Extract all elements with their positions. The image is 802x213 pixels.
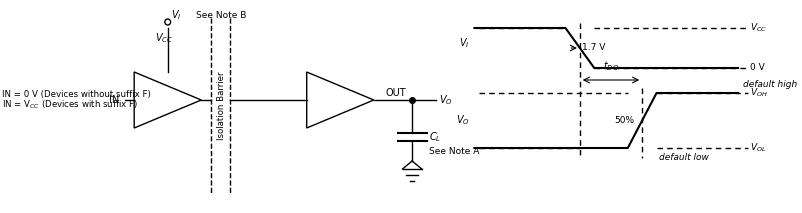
Text: $V_{CC}$: $V_{CC}$: [751, 22, 768, 34]
Text: $V_{OH}$: $V_{OH}$: [751, 87, 768, 99]
Text: IN: IN: [108, 95, 119, 105]
Text: OUT: OUT: [386, 88, 406, 98]
Text: 0 V: 0 V: [751, 63, 765, 72]
Text: See Note B: See Note B: [196, 10, 247, 20]
Text: $t_{DO}$: $t_{DO}$: [603, 59, 619, 73]
Text: $V_O$: $V_O$: [456, 114, 470, 127]
Text: $V_I$: $V_I$: [171, 8, 181, 22]
Text: $C_L$: $C_L$: [429, 130, 442, 144]
Text: default low: default low: [659, 154, 709, 163]
Text: Isolation Barrier: Isolation Barrier: [217, 71, 226, 140]
Text: $V_{OL}$: $V_{OL}$: [751, 142, 767, 154]
Text: IN = V$_{CC}$ (Devices with suffix F): IN = V$_{CC}$ (Devices with suffix F): [2, 99, 138, 111]
Text: 50%: 50%: [614, 116, 634, 125]
Text: IN = 0 V (Devices without suffix F): IN = 0 V (Devices without suffix F): [2, 91, 151, 99]
Text: $V_{CC}$: $V_{CC}$: [156, 31, 173, 45]
Text: $V_I$: $V_I$: [460, 36, 470, 50]
Text: See Note A: See Note A: [429, 147, 480, 155]
Text: default high: default high: [743, 80, 797, 89]
Text: $V_O$: $V_O$: [439, 93, 452, 107]
Text: 1.7 V: 1.7 V: [581, 43, 606, 52]
